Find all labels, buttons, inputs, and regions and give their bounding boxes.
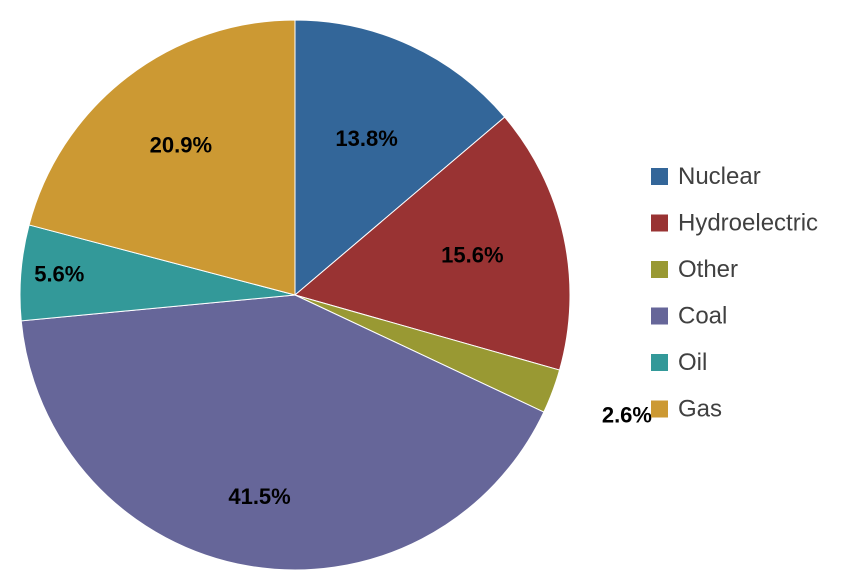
legend-swatch-coal — [651, 307, 668, 325]
legend-label-other: Other — [678, 256, 738, 283]
data-label-oil: 5.6% — [34, 262, 84, 287]
data-label-gas: 20.9% — [150, 133, 212, 158]
legend-label-nuclear: Nuclear — [678, 163, 761, 190]
pie-slices — [19, 19, 571, 571]
legend-label-coal: Coal — [678, 302, 727, 329]
pie-data-labels: 13.8% 15.6% 2.6% 41.5% 5.6% 20.9% — [34, 126, 652, 509]
legend-swatch-hydroelectric — [651, 214, 668, 232]
pie-slice-nuclear — [294, 19, 506, 297]
pie-slice-gas — [28, 19, 296, 296]
legend-label-oil: Oil — [678, 349, 707, 376]
data-label-hydroelectric: 15.6% — [441, 242, 503, 267]
pie-slice-hydroelectric — [293, 116, 571, 371]
legend-swatch-gas — [651, 400, 668, 418]
legend-label-gas: Gas — [678, 395, 722, 422]
legend-swatch-oil — [651, 354, 668, 371]
pie-slice-coal — [20, 294, 545, 571]
data-label-nuclear: 13.8% — [335, 126, 397, 151]
data-label-coal: 41.5% — [228, 484, 290, 509]
data-label-other: 2.6% — [602, 403, 652, 428]
legend-swatch-other — [651, 261, 668, 278]
legend-label-hydroelectric: Hydroelectric — [678, 209, 818, 236]
legend-swatch-nuclear — [651, 168, 668, 185]
legend: Nuclear Hydroelectric Other Coal Oil Gas — [651, 163, 818, 422]
